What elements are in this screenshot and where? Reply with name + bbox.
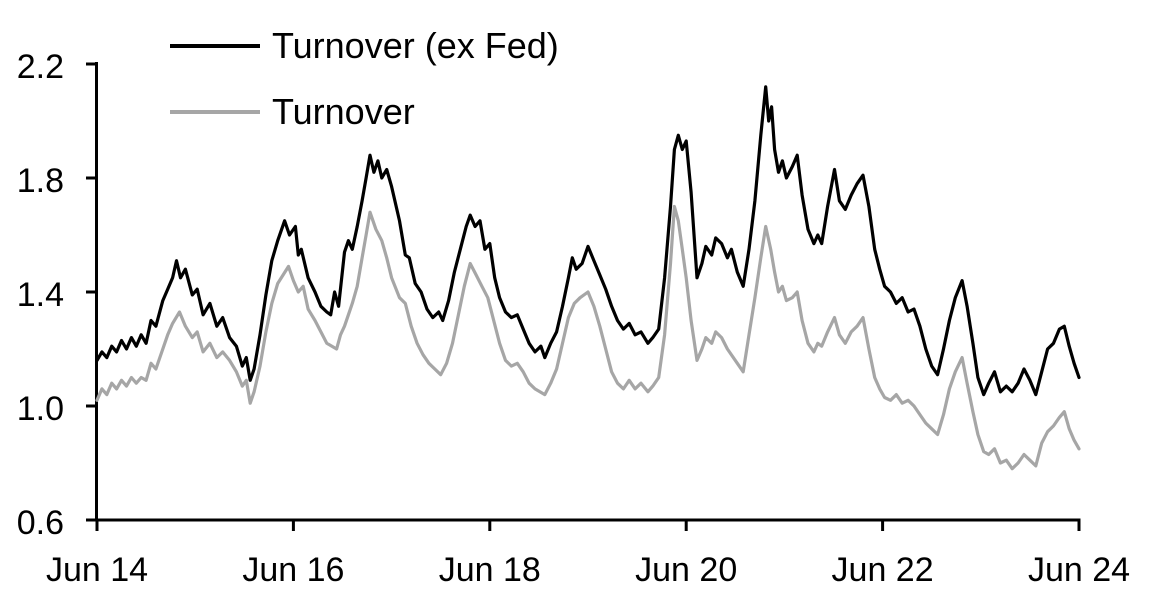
y-tick-label: 1.0 (17, 390, 64, 428)
legend-label-turnover: Turnover (272, 91, 415, 132)
y-tick-label: 1.4 (17, 276, 64, 314)
y-tick-label: 0.6 (17, 504, 64, 542)
x-axis: Jun 14 Jun 16 Jun 18 Jun 20 Jun 22 Jun 2… (46, 518, 1130, 589)
plot-area (95, 85, 1081, 471)
x-tick-label: Jun 24 (1028, 551, 1130, 589)
x-tick-label: Jun 22 (832, 551, 934, 589)
x-tick-label: Jun 16 (242, 551, 344, 589)
series-line-turnover (95, 204, 1081, 471)
y-axis: 2.2 1.8 1.4 1.0 0.6 (17, 48, 98, 542)
legend: Turnover (ex Fed) Turnover (170, 25, 559, 132)
y-tick-label: 2.2 (17, 48, 64, 86)
x-tick-label: Jun 20 (635, 551, 737, 589)
series-line-turnover-ex-fed (95, 85, 1081, 397)
y-tick-label: 1.8 (17, 162, 64, 200)
legend-item-turnover-ex-fed: Turnover (ex Fed) (170, 25, 559, 66)
legend-item-turnover: Turnover (170, 91, 415, 132)
x-tick-label: Jun 18 (439, 551, 541, 589)
x-tick-label: Jun 14 (46, 551, 148, 589)
legend-label-turnover-ex-fed: Turnover (ex Fed) (272, 25, 559, 66)
